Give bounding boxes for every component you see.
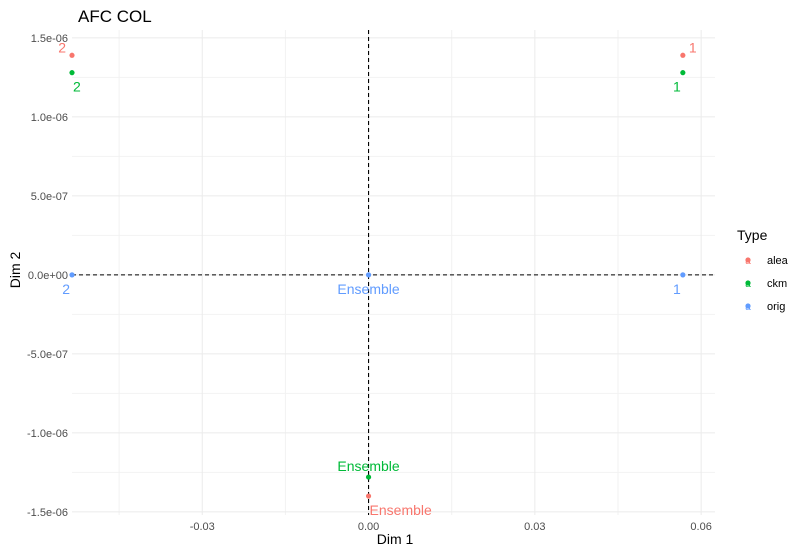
orig-point-2 [69,272,75,278]
orig-point-label: Ensemble [337,281,399,297]
ckm-point-label: Ensemble [337,458,399,474]
ckm-point-2 [69,70,75,76]
legend: Type a alea a ckm a orig [737,227,789,313]
legend-key-ckm [745,280,751,286]
alea-point-2 [69,52,75,58]
x-tick-label: -0.03 [190,521,215,533]
ckm-point-label: 2 [73,79,81,95]
y-tick-label: -1.5e-06 [27,507,68,519]
y-axis-title: Dim 2 [7,252,23,289]
y-tick-label: 1.0e-06 [31,112,68,124]
ckm-point-ensemble [365,474,372,480]
ckm-point-1 [680,70,686,76]
orig-point-ensemble [365,272,372,278]
alea-point-ensemble [365,493,372,499]
x-tick-label: 0.03 [524,521,545,533]
alea-point-label: 2 [58,39,66,55]
legend-key-glyph-ckm: a [745,279,751,290]
y-tick-label: 5.0e-07 [31,191,68,203]
orig-point-label: 2 [62,281,70,297]
orig-point-1 [680,272,686,278]
x-tick-label: 0.00 [358,521,379,533]
x-tick-label: 0.06 [690,521,711,533]
data-points: 1 2 Ensemble 1 2 Ensemble 1 2 Ensemble [58,39,697,518]
legend-label-orig: orig [767,301,785,313]
chart-title: AFC COL [78,7,152,26]
legend-label-ckm: ckm [767,278,787,290]
y-tick-label: -1.0e-06 [27,428,68,440]
legend-key-glyph-orig: a [745,302,751,313]
tick-labels: -0.03 0.00 0.03 0.06 -1.5e-06 -1.0e-06 -5.0e-0… [27,33,712,533]
legend-title: Type [737,227,768,243]
alea-point-1 [680,52,686,58]
grid [72,30,715,515]
alea-point-label: 1 [689,39,697,55]
x-axis-title: Dim 1 [377,531,414,547]
alea-point-label: Ensemble [370,502,432,518]
legend-key-alea [745,257,751,263]
y-tick-label: 1.5e-06 [31,33,68,45]
legend-label-alea: alea [767,255,789,267]
legend-key-glyph-alea: a [745,256,751,267]
y-tick-label: -5.0e-07 [27,349,68,361]
reference-lines [72,30,715,515]
orig-point-label: 1 [673,281,681,297]
legend-key-orig [745,303,751,309]
y-tick-label: 0.0e+00 [28,270,68,282]
ckm-point-label: 1 [673,79,681,95]
